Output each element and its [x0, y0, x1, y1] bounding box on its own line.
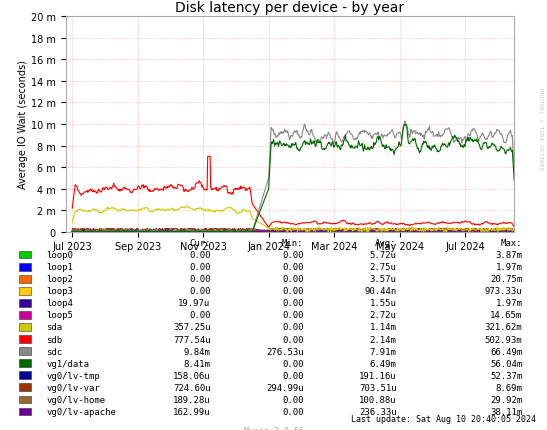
Text: 6.49m: 6.49m [370, 359, 397, 368]
Text: 19.97u: 19.97u [178, 299, 211, 307]
Text: 0.00: 0.00 [282, 263, 304, 271]
Text: 0.00: 0.00 [282, 287, 304, 295]
Text: 777.54u: 777.54u [173, 335, 211, 344]
Text: Last update: Sat Aug 10 20:40:05 2024: Last update: Sat Aug 10 20:40:05 2024 [351, 414, 536, 423]
Text: 162.99u: 162.99u [173, 407, 211, 416]
Text: 703.51u: 703.51u [359, 383, 397, 392]
Text: 0.00: 0.00 [189, 275, 211, 283]
Text: RRDTOOL / TOBI OETIKER: RRDTOOL / TOBI OETIKER [538, 88, 543, 170]
Text: 502.93m: 502.93m [485, 335, 522, 344]
Text: 2.75u: 2.75u [370, 263, 397, 271]
Text: loop1: loop1 [46, 263, 73, 271]
Text: vg1/data: vg1/data [46, 359, 90, 368]
Text: 191.16u: 191.16u [359, 371, 397, 380]
Text: 189.28u: 189.28u [173, 395, 211, 404]
Text: 20.75m: 20.75m [490, 275, 522, 283]
Text: Min:: Min: [282, 239, 304, 247]
Text: 321.62m: 321.62m [485, 323, 522, 332]
Text: vg0/lv-home: vg0/lv-home [46, 395, 106, 404]
Text: 0.00: 0.00 [282, 323, 304, 332]
Text: 0.00: 0.00 [282, 395, 304, 404]
Text: 0.00: 0.00 [189, 251, 211, 259]
Text: sdc: sdc [46, 347, 62, 356]
Text: 90.44n: 90.44n [364, 287, 397, 295]
Text: loop2: loop2 [46, 275, 73, 283]
Text: 14.65m: 14.65m [490, 311, 522, 319]
Text: 724.60u: 724.60u [173, 383, 211, 392]
Text: vg0/lv-tmp: vg0/lv-tmp [46, 371, 100, 380]
Text: 5.72u: 5.72u [370, 251, 397, 259]
Text: loop3: loop3 [46, 287, 73, 295]
Text: 2.72u: 2.72u [370, 311, 397, 319]
Text: 3.87m: 3.87m [496, 251, 522, 259]
Text: 9.84m: 9.84m [184, 347, 211, 356]
Text: 8.41m: 8.41m [184, 359, 211, 368]
Text: 66.49m: 66.49m [490, 347, 522, 356]
Text: Max:: Max: [501, 239, 522, 247]
Text: 1.97m: 1.97m [496, 299, 522, 307]
Text: 0.00: 0.00 [282, 407, 304, 416]
Text: Avg:: Avg: [375, 239, 397, 247]
Text: 0.00: 0.00 [282, 335, 304, 344]
Text: 0.00: 0.00 [282, 275, 304, 283]
Text: 7.91m: 7.91m [370, 347, 397, 356]
Text: Cur:: Cur: [189, 239, 211, 247]
Text: 1.14m: 1.14m [370, 323, 397, 332]
Text: 29.92m: 29.92m [490, 395, 522, 404]
Text: vg0/lv-apache: vg0/lv-apache [46, 407, 117, 416]
Text: 0.00: 0.00 [282, 371, 304, 380]
Text: sda: sda [46, 323, 62, 332]
Text: 0.00: 0.00 [282, 251, 304, 259]
Text: 100.88u: 100.88u [359, 395, 397, 404]
Y-axis label: Average IO Wait (seconds): Average IO Wait (seconds) [18, 60, 28, 189]
Text: 1.97m: 1.97m [496, 263, 522, 271]
Text: 8.69m: 8.69m [496, 383, 522, 392]
Text: 973.33u: 973.33u [485, 287, 522, 295]
Text: 0.00: 0.00 [282, 299, 304, 307]
Text: 357.25u: 357.25u [173, 323, 211, 332]
Text: Munin 2.0.56: Munin 2.0.56 [243, 426, 304, 430]
Text: vg0/lv-var: vg0/lv-var [46, 383, 100, 392]
Text: 0.00: 0.00 [189, 287, 211, 295]
Text: loop0: loop0 [46, 251, 73, 259]
Text: 1.55u: 1.55u [370, 299, 397, 307]
Text: 2.14m: 2.14m [370, 335, 397, 344]
Text: 236.33u: 236.33u [359, 407, 397, 416]
Text: 276.53u: 276.53u [266, 347, 304, 356]
Title: Disk latency per device - by year: Disk latency per device - by year [176, 1, 404, 15]
Text: loop5: loop5 [46, 311, 73, 319]
Text: 38.11m: 38.11m [490, 407, 522, 416]
Text: 0.00: 0.00 [189, 263, 211, 271]
Text: 294.99u: 294.99u [266, 383, 304, 392]
Text: 3.57u: 3.57u [370, 275, 397, 283]
Text: 52.37m: 52.37m [490, 371, 522, 380]
Text: loop4: loop4 [46, 299, 73, 307]
Text: 0.00: 0.00 [189, 311, 211, 319]
Text: 0.00: 0.00 [282, 311, 304, 319]
Text: sdb: sdb [46, 335, 62, 344]
Text: 56.04m: 56.04m [490, 359, 522, 368]
Text: 158.06u: 158.06u [173, 371, 211, 380]
Text: 0.00: 0.00 [282, 359, 304, 368]
